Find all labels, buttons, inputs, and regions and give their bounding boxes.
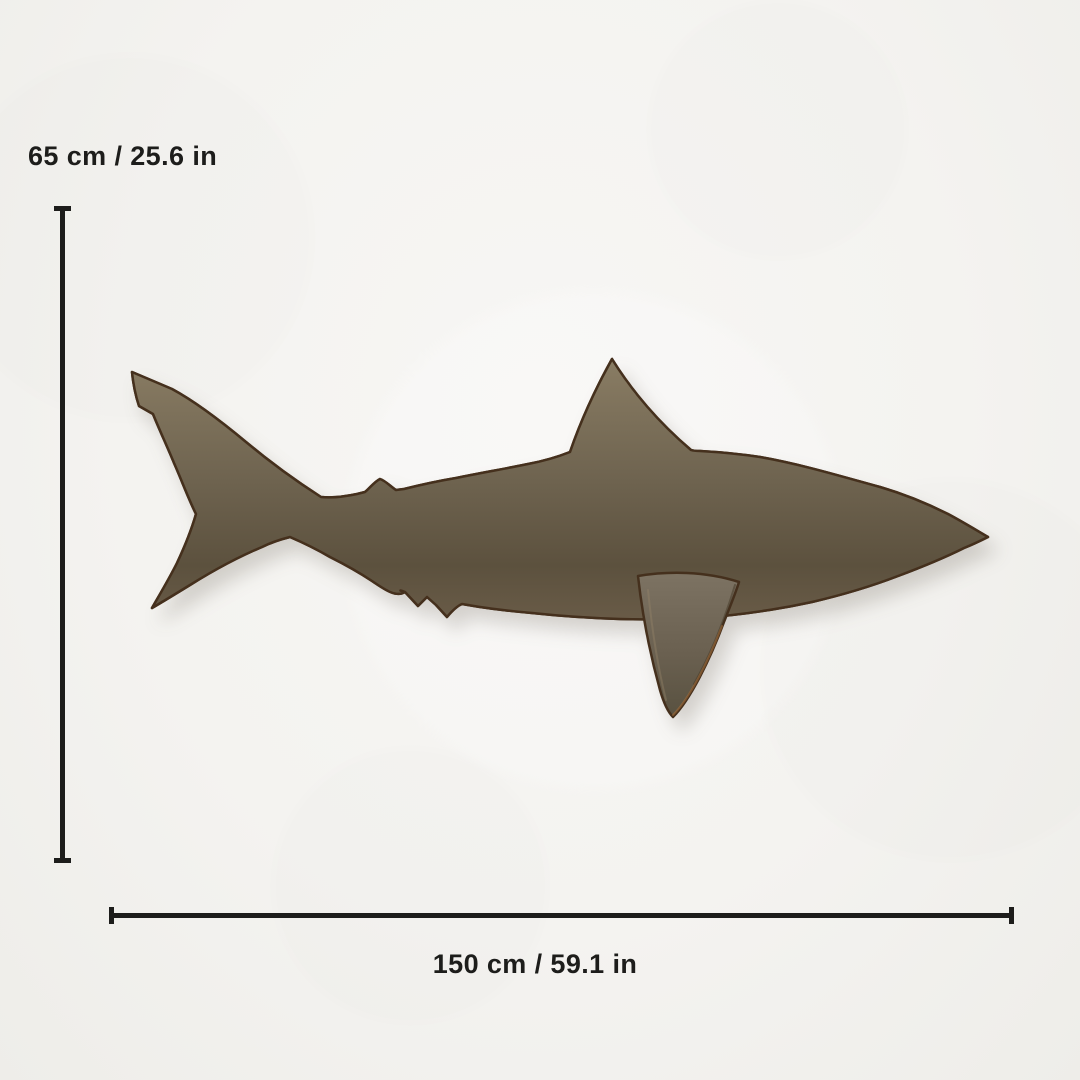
- width-dimension-label: 150 cm / 59.1 in: [432, 949, 638, 979]
- width-dimension-line: [109, 907, 1014, 924]
- height-dimension-label: 65 cm / 25.6 in: [28, 141, 218, 171]
- dimension-endcap-top: [54, 206, 71, 211]
- height-dimension-line: [54, 206, 71, 863]
- shark-group: [130, 357, 990, 719]
- pectoral-fin: [636, 571, 741, 719]
- burnt-outline: [130, 357, 990, 621]
- dimension-endcap-bottom: [54, 858, 71, 863]
- dimension-endcap-right: [1009, 907, 1014, 924]
- dimension-endcap-left: [109, 907, 114, 924]
